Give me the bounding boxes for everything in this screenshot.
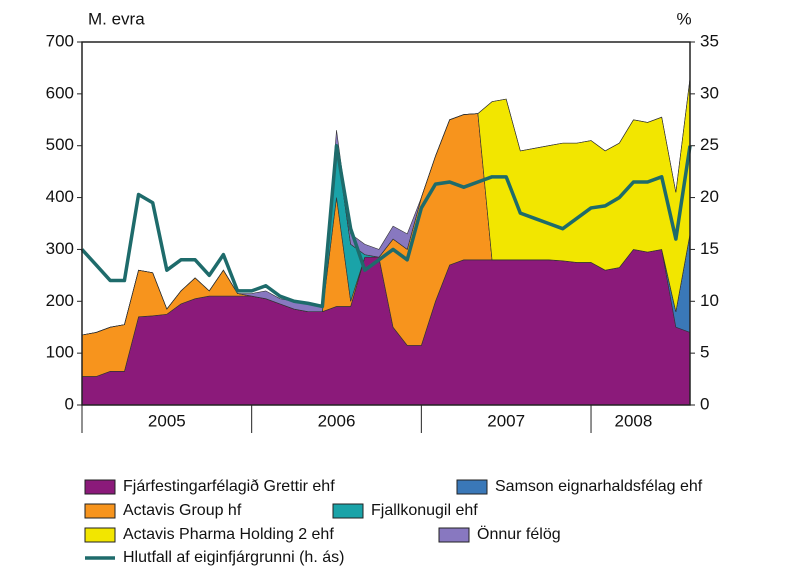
y-tick-label: 100	[46, 343, 74, 362]
legend-label: Fjallkonugil ehf	[371, 502, 478, 519]
y-tick-label: 0	[65, 394, 74, 413]
legend-swatch	[84, 479, 116, 495]
legend-swatch	[332, 503, 364, 519]
y2-tick-label: 10	[700, 291, 719, 310]
y2-tick-label: 0	[700, 394, 709, 413]
legend-label: Actavis Pharma Holding 2 ehf	[123, 526, 334, 543]
plot-frame	[81, 41, 691, 406]
legend-swatch	[84, 527, 116, 543]
y-tick-label: 600	[46, 83, 74, 102]
legend-label: Fjárfestingarfélagið Grettir ehf	[123, 478, 335, 495]
y2-tick-label: 35	[700, 31, 719, 50]
x-tick-label: 2006	[318, 411, 356, 430]
x-tick-label: 2007	[487, 411, 525, 430]
y-tick-label: 700	[46, 31, 74, 50]
y2-tick-label: 15	[700, 239, 719, 258]
legend-label: Hlutfall af eiginfjárgrunni (h. ás)	[123, 549, 344, 566]
legend-swatch	[456, 479, 488, 495]
y2-tick-label: 5	[700, 343, 709, 362]
y-unit-label: M. evra	[88, 9, 145, 28]
x-tick-label: 2008	[615, 411, 653, 430]
y2-tick-label: 20	[700, 187, 719, 206]
y2-unit-label: %	[676, 9, 691, 28]
legend-swatch	[438, 527, 470, 543]
line	[80, 143, 692, 309]
y-tick-label: 500	[46, 135, 74, 154]
y-tick-label: 400	[46, 187, 74, 206]
legend-swatch	[84, 503, 116, 519]
x-tick-label: 2005	[148, 411, 186, 430]
y2-tick-label: 25	[700, 135, 719, 154]
y-tick-label: 300	[46, 239, 74, 258]
y2-tick-label: 30	[700, 83, 719, 102]
y-tick-label: 200	[46, 291, 74, 310]
legend-label: Actavis Group hf	[123, 502, 242, 519]
legend-label: Önnur félög	[477, 525, 561, 543]
legend-label: Samson eignarhaldsfélag ehf	[495, 478, 703, 495]
